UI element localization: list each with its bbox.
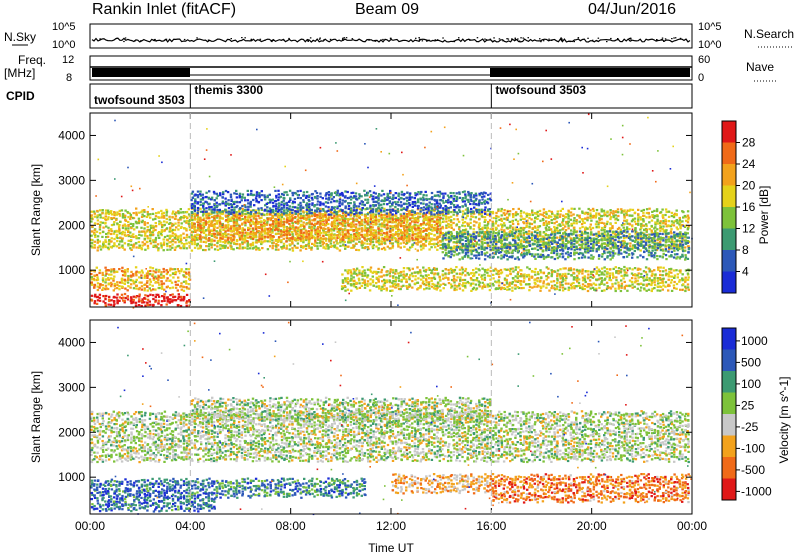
colorbar-swatch <box>722 328 736 350</box>
noise-trace <box>91 37 691 43</box>
range-tick-label: 2000 <box>58 218 85 232</box>
station-title: Rankin Inlet (fitACF) <box>92 1 236 18</box>
time-axis-label: Time UT <box>368 541 414 554</box>
cpid-segment-0: twofsound 3503 <box>94 93 185 107</box>
cpid-panel: CPID twofsound 3503 themis 3300 twofsound … <box>6 83 693 109</box>
freq-right-tick-top: 60 <box>698 54 710 66</box>
time-tick-label: 16:00 <box>476 519 506 533</box>
time-tick-label: 00:00 <box>75 519 105 533</box>
colorbar-tick-label: -100 <box>741 441 765 455</box>
noise-right-tick-bottom: 10^0 <box>698 39 722 51</box>
colorbar-swatch <box>722 185 736 207</box>
colorbar-tick-label: 28 <box>742 136 756 150</box>
cpid-segment-2: twofsound 3503 <box>495 83 586 97</box>
noise-right-tick-top: 10^5 <box>698 21 722 33</box>
velocity-ylabel: Slant Range [km] <box>29 371 43 463</box>
colorbar-tick-label: 12 <box>742 222 756 236</box>
colorbar-tick-label: -25 <box>741 420 759 434</box>
colorbar-swatch <box>722 349 736 371</box>
colorbar-tick-label: -500 <box>741 463 765 477</box>
freq-left-tick-bottom: 8 <box>66 72 72 84</box>
colorbar-swatch <box>722 142 736 164</box>
nsky-label: N.Sky <box>4 30 36 44</box>
beam-title: Beam 09 <box>355 1 419 18</box>
freq-label-top: Freq. <box>18 53 46 67</box>
colorbar-tick-label: 24 <box>742 157 756 171</box>
colorbar-swatch <box>722 207 736 229</box>
colorbar-swatch <box>722 250 736 272</box>
colorbar-swatch <box>722 164 736 186</box>
colorbar-swatch <box>722 478 736 500</box>
power-ylabel: Slant Range [km] <box>29 164 43 256</box>
range-tick-label: 1000 <box>58 470 85 484</box>
range-tick-label: 3000 <box>58 380 85 394</box>
time-tick-label: 08:00 <box>276 519 306 533</box>
colorbar-swatch <box>722 371 736 393</box>
nsearch-label: N.Search <box>744 27 794 41</box>
colorbar-swatch <box>722 228 736 250</box>
colorbar-swatch <box>722 414 736 436</box>
colorbar-tick-label: 25 <box>741 398 755 412</box>
nave-label: Nave <box>746 60 774 74</box>
power-panel: 1000 2000 3000 4000 Slant Range [km] 4 8 12 16… <box>29 112 771 309</box>
time-tick-label: 20:00 <box>577 519 607 533</box>
freq-right-tick-bottom: 0 <box>698 72 704 84</box>
range-tick-label: 4000 <box>58 128 85 142</box>
noise-left-tick-top: 10^5 <box>52 21 76 33</box>
colorbar-tick-label: 4 <box>742 265 749 279</box>
time-tick-label: 12:00 <box>376 519 406 533</box>
colorbar-swatch <box>722 271 736 293</box>
noise-left-tick-bottom: 10^0 <box>52 39 76 51</box>
colorbar-swatch <box>722 435 736 457</box>
freq-label-bottom: [MHz] <box>4 66 35 80</box>
range-tick-label: 1000 <box>58 263 85 277</box>
freq-left-tick-top: 12 <box>62 54 74 66</box>
range-tick-label: 4000 <box>58 335 85 349</box>
cpid-segment-1: themis 3300 <box>194 83 263 97</box>
colorbar-tick-label: 20 <box>742 179 756 193</box>
noise-search-dots <box>99 37 682 43</box>
date-title: 04/Jun/2016 <box>588 1 676 18</box>
power-heatmap-cells <box>90 113 693 309</box>
colorbar-tick-label: 1000 <box>741 334 768 348</box>
colorbar-swatch <box>722 121 736 143</box>
colorbar-tick-label: 16 <box>742 200 756 214</box>
power-colorbar-label: Power [dB] <box>757 186 771 245</box>
colorbar-swatch <box>722 457 736 479</box>
velocity-heatmap-cells <box>90 321 692 516</box>
colorbar-tick-label: 100 <box>741 377 761 391</box>
colorbar-tick-label: -1000 <box>741 484 772 498</box>
range-tick-label: 3000 <box>58 173 85 187</box>
cpid-boundaries <box>189 113 492 514</box>
range-tick-label: 2000 <box>58 425 85 439</box>
time-tick-label: 04:00 <box>175 519 205 533</box>
time-tick-label: 00:00 <box>677 519 707 533</box>
cpid-label: CPID <box>6 89 35 103</box>
colorbar-swatch <box>722 392 736 414</box>
velocity-panel: 1000 2000 3000 4000 Slant Range [km] 1000 50… <box>29 319 791 516</box>
noise-panel: 10^5 10^0 10^5 10^0 N.Sky N.Search <box>4 21 794 51</box>
velocity-colorbar-label: Velocity [m s^-1] <box>777 377 791 464</box>
frequency-panel: 12 8 60 0 Freq. [MHz] Nave <box>4 53 776 84</box>
colorbar-tick-label: 500 <box>741 355 761 369</box>
colorbar-tick-label: 8 <box>742 243 749 257</box>
